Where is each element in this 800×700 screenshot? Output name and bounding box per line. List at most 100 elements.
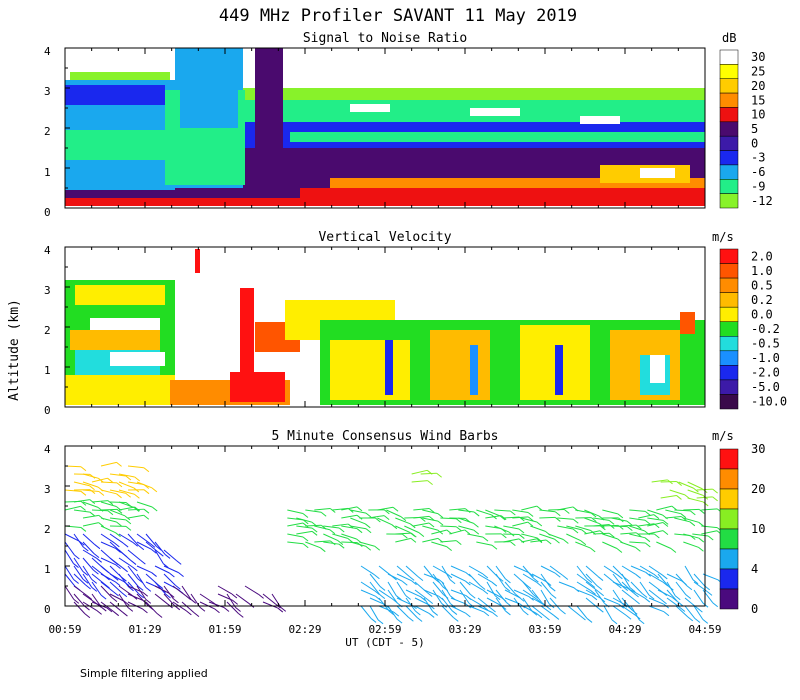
- wind-barb: [199, 601, 215, 610]
- wind-barb-flag: [311, 527, 318, 533]
- wind-barb-flag: [123, 600, 130, 606]
- wind-barb-flag: [686, 585, 693, 591]
- wind-barb-flag: [156, 613, 163, 618]
- wind-barb: [629, 525, 645, 532]
- wind-barb: [630, 589, 646, 599]
- wind-barb: [630, 605, 640, 621]
- colorbar-swatch: [719, 292, 739, 308]
- wind-barb: [127, 514, 144, 519]
- wind-barb: [396, 565, 410, 577]
- colorbar-label: 25: [751, 65, 765, 79]
- wind-barb-flag: [689, 510, 696, 516]
- wind-barb: [136, 481, 153, 489]
- snr-ytick: 3: [44, 85, 51, 98]
- wind-barb-flag: [525, 584, 532, 589]
- wind-barb: [512, 516, 529, 519]
- wind-barb: [305, 509, 322, 513]
- wind-barb: [593, 517, 610, 521]
- wind-barb: [396, 573, 412, 582]
- wind-barb: [612, 589, 623, 604]
- wind-barb-flag: [465, 580, 471, 586]
- wind-barb: [387, 605, 398, 620]
- wind-barb-flag: [428, 522, 435, 528]
- wind-barb-flag: [383, 515, 390, 520]
- wind-barb: [441, 565, 451, 581]
- x-tick-label: 01:59: [208, 623, 241, 636]
- wind-barb: [687, 481, 703, 490]
- wind-barb-flag: [591, 595, 598, 601]
- wind-barb: [674, 517, 690, 523]
- wind-barb: [109, 573, 125, 583]
- wind-barb: [145, 541, 159, 553]
- wind-barb-flag: [116, 482, 123, 488]
- wind-barb: [405, 597, 416, 612]
- wind-barb-flag: [687, 616, 694, 622]
- wind-barb-flag: [107, 500, 114, 506]
- wind-barb-flag: [545, 605, 552, 611]
- wind-barb: [585, 589, 601, 599]
- wind-barb: [450, 597, 467, 605]
- wind-barb: [629, 541, 646, 544]
- wind-barb: [82, 533, 96, 546]
- colorbar-label: 15: [751, 93, 765, 107]
- wind-barb-flag: [185, 595, 192, 601]
- wind-barb: [100, 601, 115, 613]
- wind-barb-flag: [479, 585, 486, 590]
- x-tick-label: 00:59: [48, 623, 81, 636]
- snr-early-lightgreen: [70, 72, 170, 80]
- wind-barb: [296, 517, 312, 523]
- wind-barb: [594, 589, 605, 604]
- wind-barb-flag: [85, 584, 91, 590]
- wind-barb: [612, 581, 628, 589]
- wind-barb-flag: [676, 495, 682, 500]
- wind-barb: [82, 473, 99, 479]
- wind-barb: [91, 477, 108, 483]
- colorbar-swatch: [719, 379, 739, 395]
- wind-barb: [395, 525, 411, 533]
- wind-barb-flag: [128, 586, 134, 592]
- wind-barb: [660, 494, 677, 499]
- wind-barb: [360, 565, 375, 576]
- wind-barb: [136, 501, 153, 508]
- snr-late-white-2: [470, 108, 520, 116]
- wind-barb: [522, 581, 534, 595]
- snr-ytick: 0: [44, 206, 51, 219]
- colorbar-swatch: [719, 277, 739, 293]
- wind-barb: [395, 537, 412, 543]
- wind-barb-flag: [121, 592, 128, 598]
- wind-barb: [100, 533, 115, 544]
- wind-barb-flag: [86, 595, 93, 600]
- wind-barb-flag: [116, 521, 122, 527]
- wind-barb-flag: [418, 532, 425, 538]
- wind-barb-flag: [554, 572, 561, 578]
- wind-barb-flag: [644, 537, 651, 543]
- wind-barb: [118, 549, 132, 561]
- wind-barb-flag: [469, 593, 476, 599]
- wind-barb-flag: [648, 594, 655, 600]
- wind-barb: [82, 501, 99, 508]
- axis-ticks: [64, 445, 706, 607]
- wind-barb-flag: [122, 542, 129, 548]
- wind-barb-flag: [661, 574, 668, 580]
- wind-barb: [350, 541, 366, 547]
- wind-barb: [576, 565, 588, 579]
- wind-barb-flag: [504, 586, 511, 592]
- wind-barb-flag: [134, 506, 141, 512]
- wind-barb: [683, 533, 699, 539]
- wind-barb: [701, 525, 718, 529]
- wind-barb: [64, 533, 80, 542]
- wind-barb-flag: [173, 598, 179, 604]
- wind-barb: [136, 573, 147, 588]
- wind-barb-flag: [122, 611, 128, 617]
- wind-barb-flag: [124, 515, 131, 521]
- wind-barb: [665, 509, 682, 515]
- wind-barb: [522, 573, 537, 583]
- wind-barb: [369, 605, 379, 621]
- wind-barb: [396, 597, 412, 606]
- wind-barb-flag: [302, 543, 309, 549]
- wind-barb-flag: [114, 581, 121, 587]
- wind-barb-flag: [84, 605, 90, 611]
- wind-barb: [235, 593, 250, 604]
- wind-barb: [656, 541, 672, 549]
- wind-barb-flag: [494, 595, 501, 601]
